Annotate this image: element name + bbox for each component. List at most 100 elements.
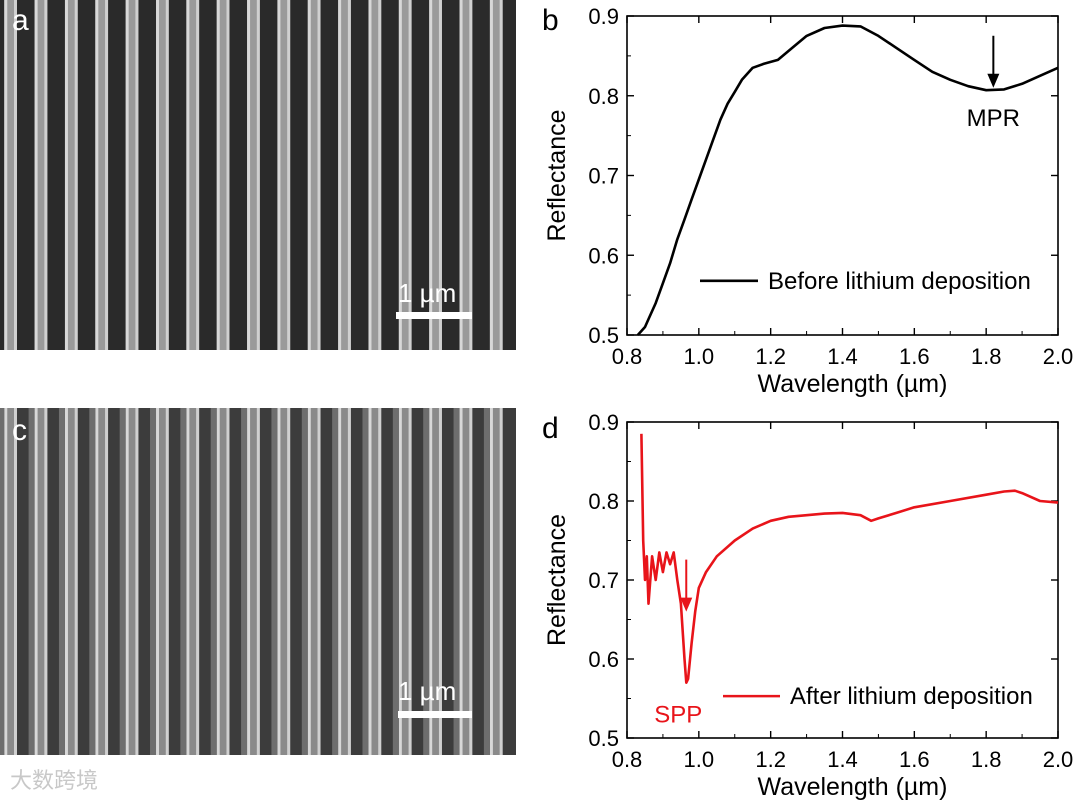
grating-edge — [429, 0, 433, 350]
grating-edge — [74, 0, 78, 350]
grating-edge — [469, 0, 473, 350]
grating-edge — [247, 408, 251, 755]
grating-edge — [256, 408, 260, 755]
grating-line — [247, 408, 260, 755]
grating-line — [307, 408, 321, 755]
grating-line — [125, 0, 139, 350]
grating-edge — [216, 0, 220, 350]
grating-shadow — [301, 408, 308, 755]
grating-edge — [459, 0, 463, 350]
grating-line — [398, 408, 412, 755]
series-line — [636, 24, 1059, 336]
panel-label-b: b — [542, 4, 559, 37]
x-tick-label: 2.0 — [1043, 747, 1074, 772]
grating-line — [216, 408, 230, 755]
grating-line — [216, 0, 230, 350]
grating-edge — [135, 408, 139, 755]
grating-edge — [287, 0, 291, 350]
grating-line — [4, 0, 17, 350]
x-tick-label: 1.2 — [755, 344, 786, 369]
y-tick-label: 0.6 — [588, 243, 619, 268]
watermark: 大数跨境 — [10, 768, 99, 793]
grating-edge — [438, 408, 442, 755]
grating-edge — [165, 408, 169, 755]
scale-bar-c — [398, 711, 472, 718]
grating-edge — [347, 408, 351, 755]
legend-label: After lithium deposition — [790, 683, 1033, 710]
sem-image-a: a 1 µm — [0, 0, 516, 350]
grating-line — [247, 0, 260, 350]
x-tick-label: 1.4 — [827, 344, 858, 369]
grating-edge — [226, 408, 230, 755]
y-axis-label: Reflectance — [543, 109, 571, 241]
grating-edge — [338, 0, 342, 350]
annotation-arrow-head — [987, 73, 1000, 88]
grating-edge — [368, 408, 372, 755]
grating-line — [489, 0, 503, 350]
grating-edge — [408, 408, 412, 755]
grating-edge — [489, 0, 493, 350]
grating-shadow — [119, 408, 126, 755]
grating-edge — [34, 408, 38, 755]
grating-line — [277, 408, 291, 755]
grating-edge — [247, 0, 251, 350]
x-tick-label: 1.6 — [899, 344, 930, 369]
x-tick-label: 1.8 — [971, 344, 1002, 369]
sem-grating-a — [4, 0, 503, 350]
grating-line — [368, 408, 382, 755]
grating-edge — [186, 408, 190, 755]
grating-line — [95, 0, 109, 350]
grating-edge — [4, 0, 8, 350]
grating-shadow — [423, 408, 430, 755]
grating-line — [489, 408, 503, 755]
grating-line — [156, 0, 169, 350]
grating-line — [429, 408, 442, 755]
grating-line — [277, 0, 291, 350]
grating-line — [64, 0, 78, 350]
chart-after-deposition: 0.8 1.0 1.2 1.4 1.6 1.8 2.0 0.5 0.6 0.7 0.8 0.9 Wave… — [543, 410, 1073, 801]
grating-line — [34, 0, 48, 350]
grating-edge — [226, 0, 230, 350]
x-tick-label: 0.8 — [612, 344, 643, 369]
grating-line — [459, 408, 473, 755]
grating-line — [338, 0, 351, 350]
y-tick-label: 0.7 — [588, 164, 619, 189]
panel-label-a: a — [12, 4, 29, 37]
grating-line — [34, 408, 48, 755]
grating-edge — [429, 408, 433, 755]
grating-line — [95, 408, 109, 755]
panel-label-c: c — [12, 414, 27, 447]
grating-line — [368, 0, 382, 350]
grating-edge — [216, 408, 220, 755]
grating-line — [307, 0, 321, 350]
grating-edge — [44, 0, 48, 350]
x-tick-label: 2.0 — [1043, 344, 1074, 369]
grating-edge — [459, 408, 463, 755]
grating-edge — [317, 408, 321, 755]
grating-edge — [156, 408, 160, 755]
x-tick-label: 1.0 — [684, 344, 715, 369]
scale-bar-label-a: 1 µm — [398, 278, 457, 308]
grating-edge — [135, 0, 139, 350]
scale-bar-a — [396, 312, 472, 319]
grating-shadow — [210, 408, 217, 755]
grating-edge — [317, 0, 321, 350]
grating-edge — [469, 408, 473, 755]
y-tick-label: 0.8 — [588, 84, 619, 109]
grating-line — [125, 408, 139, 755]
grating-line — [459, 0, 473, 350]
y-tick-label: 0.6 — [588, 647, 619, 672]
grating-edge — [499, 408, 503, 755]
grating-line — [429, 0, 442, 350]
grating-edge — [368, 0, 372, 350]
y-axis-label: Reflectance — [543, 514, 571, 646]
grating-line — [338, 408, 351, 755]
grating-edge — [277, 0, 281, 350]
x-axis-label: Wavelength (µm) — [758, 773, 948, 801]
grating-edge — [378, 0, 382, 350]
grating-edge — [287, 408, 291, 755]
grating-edge — [125, 408, 129, 755]
grating-edge — [186, 0, 190, 350]
panel-label-d: d — [542, 412, 559, 445]
